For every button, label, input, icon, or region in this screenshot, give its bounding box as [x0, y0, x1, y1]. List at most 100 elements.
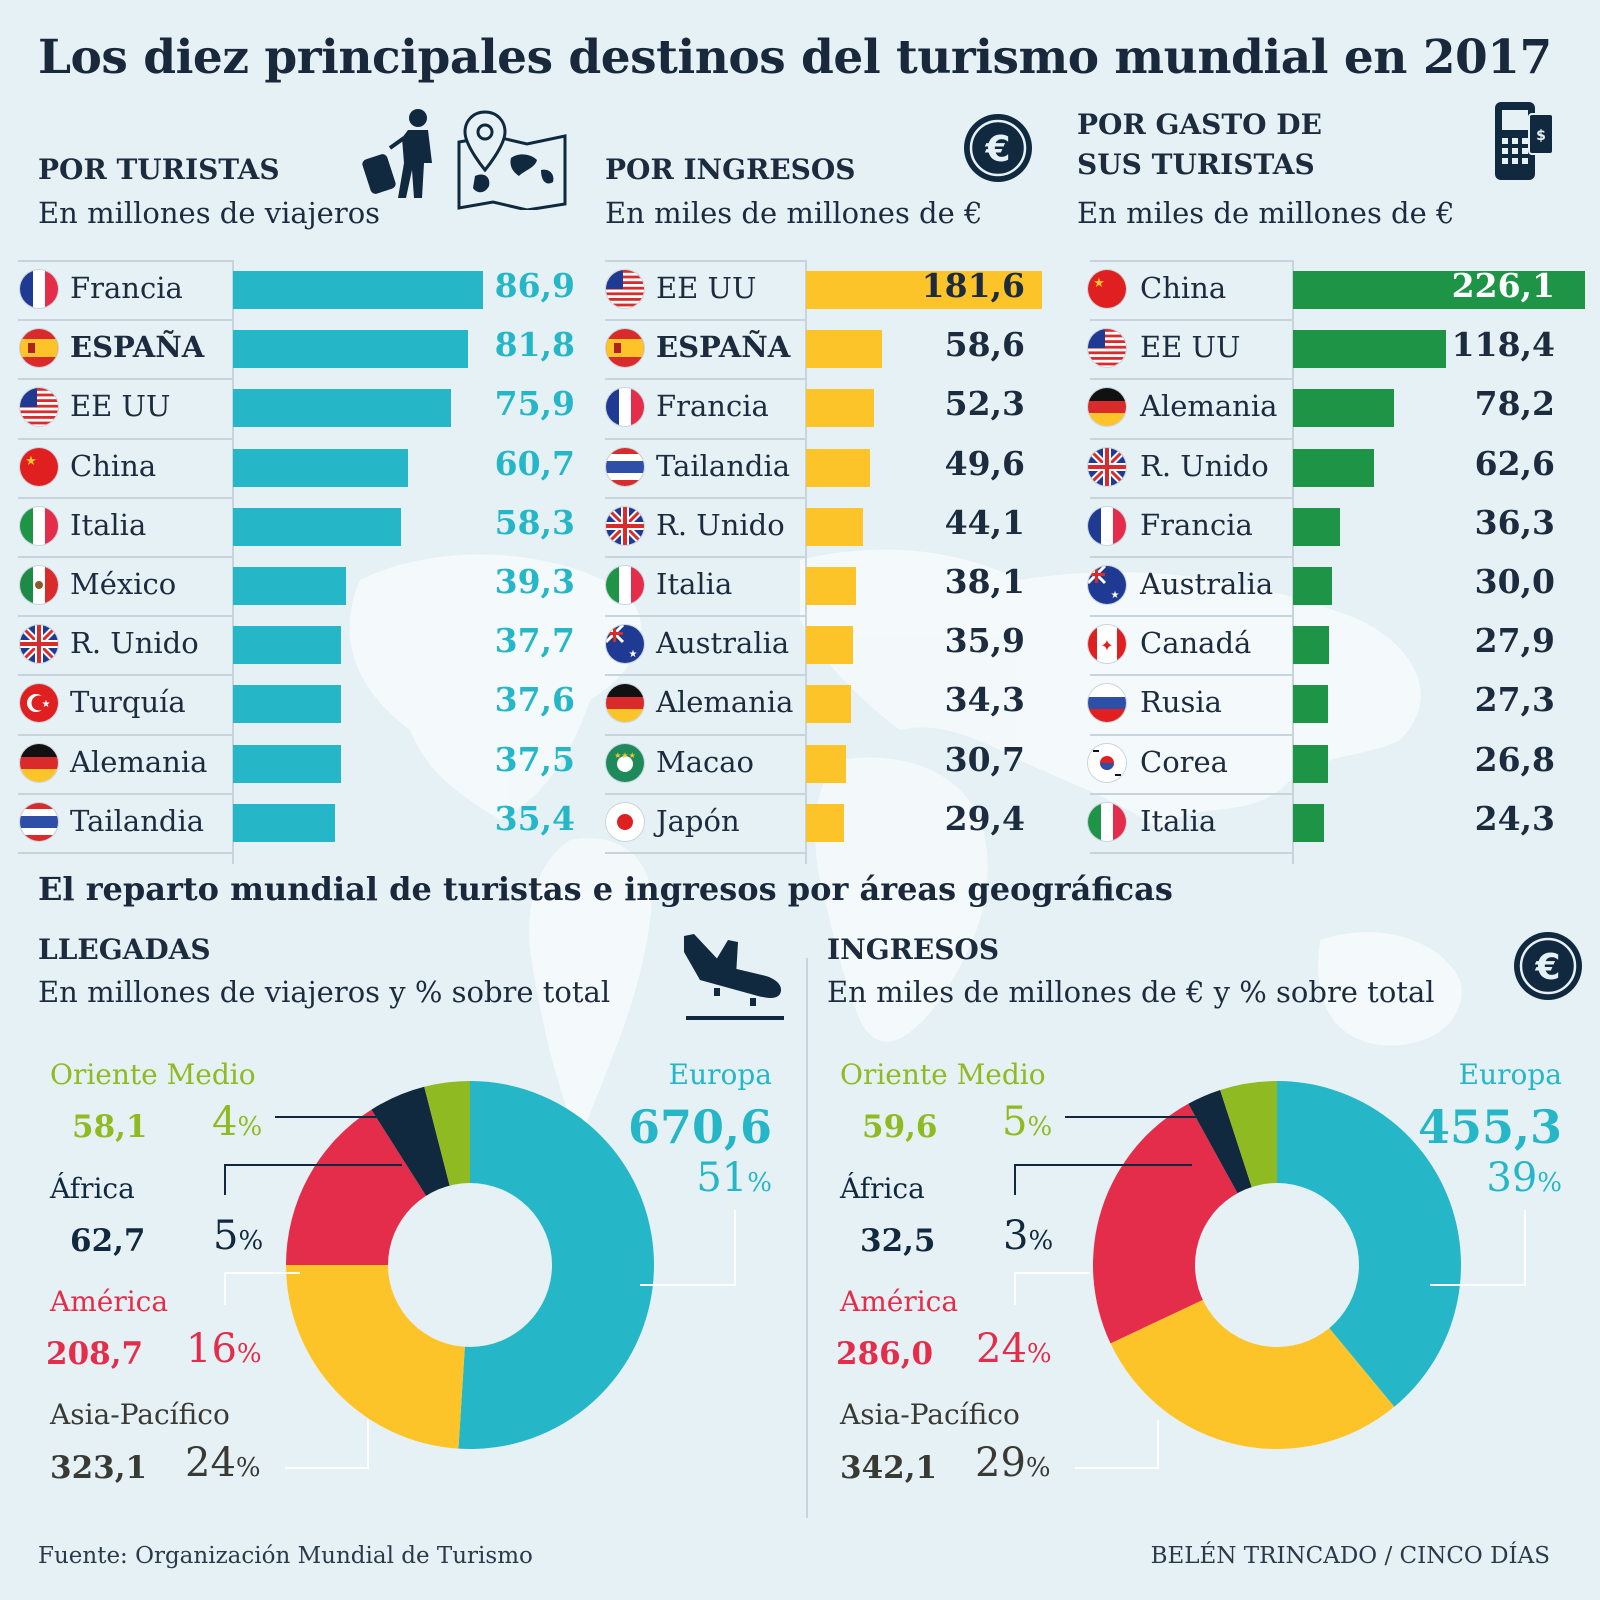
region-value-oriente-medio: 58,1: [72, 1109, 148, 1145]
percent-sign: %: [1027, 1112, 1053, 1142]
tourists-country-label: EE UU: [70, 389, 171, 424]
spending-country-label: Canadá: [1140, 626, 1252, 661]
percent-sign: %: [237, 1112, 263, 1142]
percent-sign: %: [1537, 1168, 1562, 1198]
flag-ca-icon: ✦: [1088, 625, 1126, 664]
flag-fr-icon: [20, 270, 58, 308]
region-value-asia-pacifico: 342,1: [840, 1450, 938, 1486]
spending-value-label: 30,0: [1474, 562, 1555, 601]
income-country-label: Japón: [656, 803, 740, 838]
income-row-divider: [605, 674, 805, 677]
spending-row-divider: [1090, 496, 1292, 499]
tourists-country-label: Turquía: [70, 685, 186, 720]
spending-bar: [1293, 507, 1340, 546]
spending-heading-line2: SUS TURISTAS: [1077, 148, 1315, 181]
tourists-row-divider: [18, 674, 232, 677]
tourists-axis-line: [232, 260, 234, 864]
spending-country-label: Italia: [1140, 803, 1217, 838]
spending-country-label: Alemania: [1140, 389, 1278, 424]
tourists-bar: [233, 389, 451, 428]
flag-es-icon: [606, 329, 644, 368]
income-value-label: 30,7: [944, 739, 1025, 779]
world-map-background: [349, 549, 1462, 1140]
spending-country-label: Corea: [1140, 744, 1228, 779]
percent-number: 5: [1002, 1099, 1028, 1145]
tourists-row-divider: [18, 733, 232, 736]
income-value-label: 52,3: [944, 384, 1025, 424]
income-bar: [806, 271, 1042, 309]
region-percent-africa: 5%: [213, 1213, 263, 1259]
tourists-row-divider: [18, 378, 232, 381]
income-value-label: 181,6: [921, 266, 1025, 305]
income-heading: POR INGRESOS: [605, 153, 856, 186]
region-name-america: América: [50, 1285, 169, 1318]
svg-text:★: ★: [1111, 590, 1120, 601]
spending-bar: [1293, 803, 1324, 842]
svg-text:★★★: ★★★: [614, 751, 636, 760]
flag-fr-icon: [1088, 506, 1126, 545]
region-income-subtitle: En miles de millones de € y % sobre tota…: [827, 975, 1435, 1009]
spending-row-divider: [1090, 260, 1292, 262]
traveler-icon: [362, 109, 432, 198]
region-name-africa: África: [50, 1172, 135, 1205]
percent-number: 24: [976, 1326, 1027, 1372]
svg-text:★: ★: [1093, 276, 1105, 291]
tourists-row-divider: [18, 615, 232, 618]
flag-cn-icon: ★: [20, 447, 58, 486]
regions-title: El reparto mundial de turistas e ingreso…: [38, 870, 1173, 908]
tourists-value-label: 35,4: [494, 798, 575, 838]
income-bar: [806, 330, 882, 369]
income-value-label: 58,6: [944, 325, 1025, 365]
leader-line: [640, 1210, 736, 1286]
spending-row-divider: [1090, 792, 1292, 795]
leader-line: [224, 1164, 402, 1195]
income-row-divider: [605, 496, 805, 499]
leader-line: [1014, 1272, 1090, 1305]
income-value-label: 44,1: [944, 502, 1025, 542]
spending-value-label: 24,3: [1474, 798, 1555, 838]
tourists-country-label: China: [70, 448, 157, 483]
tourists-country-label: ESPAÑA: [70, 330, 205, 365]
footer-credit: BELÉN TRINCADO / CINCO DÍAS: [1150, 1543, 1550, 1569]
income-country-label: Macao: [656, 744, 754, 779]
leader-line: [1075, 1420, 1159, 1469]
region-percent-oriente-medio: 5%: [1002, 1099, 1052, 1145]
leader-line: [1430, 1210, 1526, 1286]
region-percent-europa: 51%: [696, 1155, 772, 1201]
spending-country-label: R. Unido: [1140, 448, 1269, 483]
region-name-oriente-medio: Oriente Medio: [840, 1058, 1046, 1091]
region-value-europa: 670,6: [627, 1100, 772, 1154]
flag-us-icon: [606, 270, 644, 308]
flag-it-icon: [1088, 802, 1126, 841]
page-title: Los diez principales destinos del turism…: [38, 30, 1552, 85]
tourists-bar: [233, 271, 483, 309]
flag-us-icon: [1088, 329, 1126, 368]
flag-mo-icon: ★★★: [606, 743, 644, 782]
region-name-africa: África: [840, 1172, 925, 1205]
tourists-value-label: 75,9: [494, 384, 575, 424]
income-subtitle: En miles de millones de €: [605, 196, 983, 230]
income-value-label: 49,6: [944, 443, 1025, 483]
spending-value-label: 118,4: [1451, 325, 1555, 365]
leader-line: [1014, 1164, 1192, 1195]
tourists-subtitle: En millones de viajeros: [38, 196, 381, 230]
flag-cn-icon: ★: [1088, 270, 1126, 308]
flag-jp-icon: [606, 802, 644, 841]
tourists-bar: [233, 803, 335, 842]
flag-th-icon: [606, 447, 644, 486]
income-country-label: Tailandia: [656, 448, 791, 483]
percent-sign: %: [1025, 1453, 1051, 1483]
regions-divider: [806, 958, 808, 1518]
income-country-label: Italia: [656, 567, 733, 601]
tourists-country-label: Alemania: [70, 744, 208, 779]
income-value-label: 29,4: [944, 798, 1025, 838]
svg-text:€: €: [984, 129, 1010, 170]
income-bar: [806, 567, 856, 605]
spending-country-label: Australia: [1140, 567, 1274, 601]
tourists-value-label: 39,3: [494, 562, 575, 601]
income-value-label: 35,9: [944, 621, 1025, 661]
tourists-bar: [233, 330, 468, 369]
region-value-america: 208,7: [46, 1336, 144, 1372]
income-row-divider: [605, 556, 805, 558]
region-value-africa: 32,5: [860, 1223, 936, 1259]
